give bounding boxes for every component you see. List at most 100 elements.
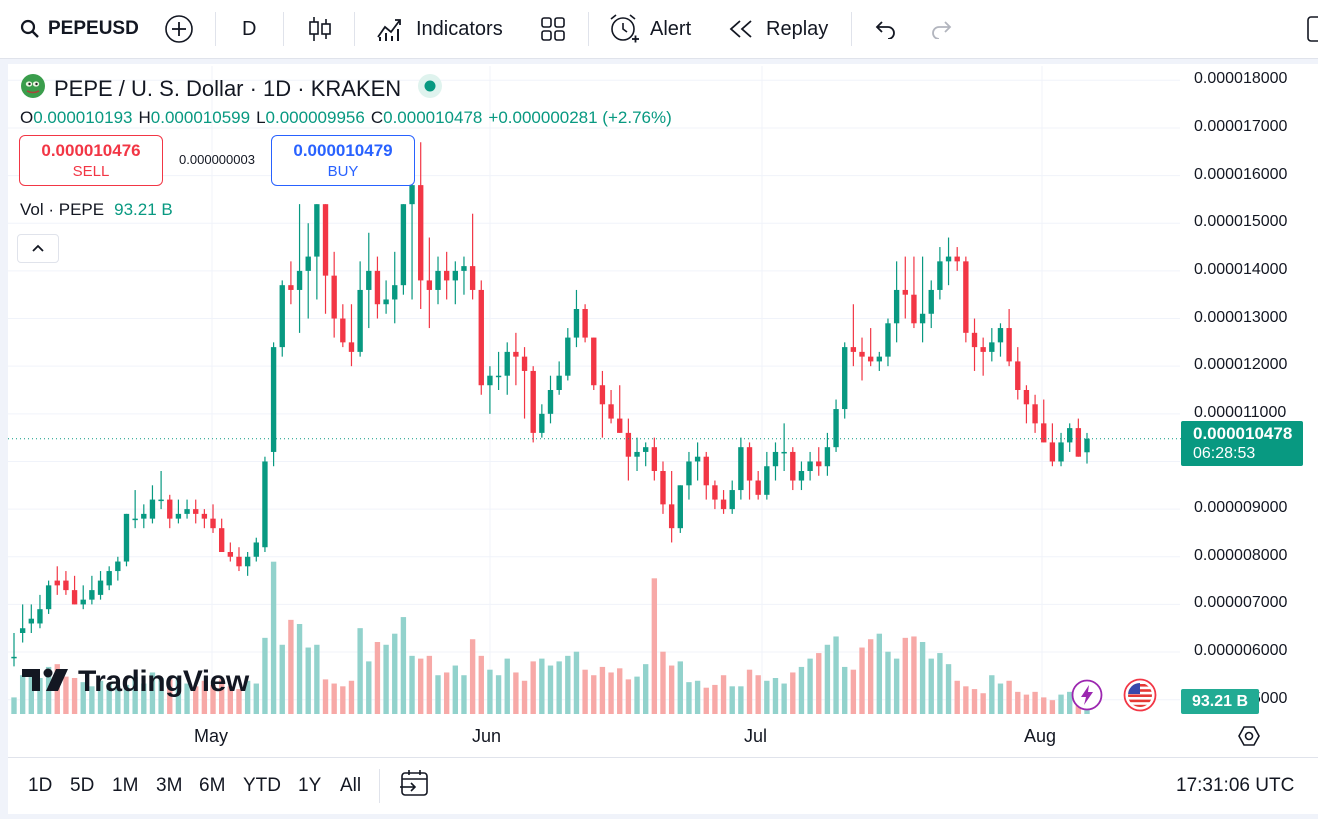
rewind-icon [728, 19, 754, 39]
spread-value: 0.000000003 [179, 152, 255, 167]
indicators-button[interactable]: Indicators [376, 0, 503, 58]
chart-type-button[interactable] [307, 0, 333, 58]
volume-bar [123, 684, 130, 714]
compare-symbol-button[interactable] [164, 0, 194, 58]
open-key: O [20, 108, 34, 127]
candle-body [495, 375, 502, 378]
volume-bar [80, 682, 86, 714]
lightning-button[interactable] [1071, 679, 1103, 716]
grid-icon [540, 16, 566, 42]
axis-settings-button[interactable] [1237, 724, 1261, 753]
range-button-ytd[interactable]: YTD [243, 775, 281, 796]
sell-button[interactable]: 0.000010476 SELL [19, 135, 163, 186]
volume-bar [807, 658, 813, 714]
price-tick-label: 0.000017000 [1194, 117, 1288, 135]
pepe-logo-icon [20, 73, 46, 105]
volume-bar [816, 653, 822, 714]
candle-body [19, 628, 26, 633]
candle-body [729, 490, 735, 510]
candle-body [547, 390, 554, 414]
volume-bar [1058, 694, 1064, 714]
candle-body [1006, 328, 1012, 362]
range-button-1d[interactable]: 1D [28, 775, 53, 796]
collapse-legend-button[interactable] [17, 234, 59, 263]
candle-body [1015, 361, 1021, 390]
volume-bar [495, 675, 502, 714]
volume-bar [798, 666, 805, 714]
candle-body [807, 461, 813, 471]
candle-body [28, 618, 34, 624]
range-button-all[interactable]: All [340, 775, 362, 796]
market-status-icon[interactable] [417, 73, 443, 105]
candle-body [911, 294, 917, 324]
volume-bar [660, 651, 666, 714]
high-key: H [138, 108, 151, 127]
last-price-tag: 0.000010478 06:28:53 [1181, 421, 1303, 466]
range-button-3m[interactable]: 3M [156, 775, 183, 796]
candle-body [591, 337, 597, 386]
volume-bar [426, 655, 433, 714]
volume-bar [608, 672, 614, 714]
range-button-1m[interactable]: 1M [112, 775, 139, 796]
fullscreen-button[interactable] [1307, 0, 1318, 58]
candle-body [945, 256, 952, 262]
interval-button[interactable]: D [242, 0, 256, 58]
candle-body [842, 347, 848, 410]
volume-bar [461, 675, 467, 714]
volume-bar [720, 675, 727, 714]
candle-body [149, 499, 156, 519]
volume-bar [937, 653, 943, 714]
volume-legend: Vol · PEPE 93.21 B [20, 200, 173, 220]
candle-body [539, 413, 545, 433]
time-tick-label: Jun [472, 726, 502, 746]
open-value: 0.000010193 [33, 108, 133, 127]
volume-bar [1049, 700, 1056, 714]
volume-label: Vol · PEPE [20, 200, 105, 219]
volume-bar [539, 658, 545, 714]
top-toolbar: PEPEUSD D Indicators Alert R [0, 0, 1318, 59]
volume-bar [781, 683, 787, 714]
utc-clock[interactable]: 17:31:06 UTC [1176, 758, 1294, 814]
range-button-5d[interactable]: 5D [70, 775, 95, 796]
sell-label: SELL [72, 163, 110, 180]
buy-button[interactable]: 0.000010479 BUY [271, 135, 415, 186]
candle-body [244, 556, 251, 567]
layouts-button[interactable] [540, 0, 566, 58]
range-button-1y[interactable]: 1Y [298, 775, 322, 796]
tv-mark-icon [22, 667, 72, 698]
volume-bar [876, 633, 883, 714]
volume-bar [392, 633, 398, 714]
candle-body [97, 580, 104, 595]
undo-button[interactable] [873, 0, 897, 58]
chart-pane[interactable] [8, 64, 1318, 757]
range-button-6m[interactable]: 6M [199, 775, 226, 796]
volume-bar [383, 644, 389, 714]
alert-button[interactable]: Alert [608, 0, 691, 58]
replay-button[interactable]: Replay [728, 0, 828, 58]
calendar-arrow-icon [399, 768, 431, 804]
candle-body [158, 499, 164, 502]
alarm-clock-icon [608, 13, 640, 45]
volume-bar [253, 683, 259, 714]
candle-body [314, 204, 320, 257]
date-range-button[interactable] [399, 758, 431, 814]
symbol-search[interactable]: PEPEUSD [20, 0, 139, 58]
volume-bar [193, 686, 199, 714]
close-key: C [370, 108, 384, 127]
candle-body [764, 466, 770, 495]
low-value: 0.000009956 [265, 108, 365, 127]
candle-body [37, 609, 43, 624]
volume-bar [703, 687, 709, 714]
candle-body [253, 542, 259, 557]
volume-bar [469, 639, 476, 714]
ohlc-values: O 0.000010193 H 0.000010599 L 0.000009956 C… [20, 106, 678, 130]
tradingview-logo[interactable]: TradingView [22, 664, 249, 700]
us-flag-button[interactable] [1123, 678, 1157, 717]
redo-button[interactable] [930, 0, 954, 58]
volume-bar [617, 668, 623, 714]
candle-body [833, 409, 839, 448]
change-value: +0.000000281 (+2.76%) [488, 108, 672, 127]
volume-bar [141, 683, 147, 714]
candle-body [279, 285, 285, 348]
